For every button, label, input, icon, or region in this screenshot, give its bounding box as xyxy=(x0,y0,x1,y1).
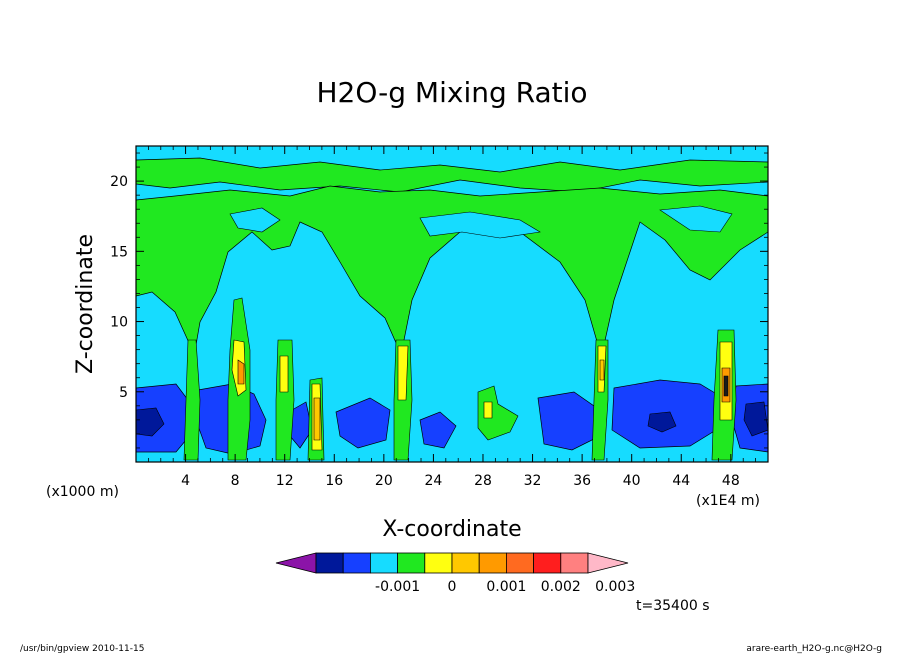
y-tick-label: 20 xyxy=(110,174,128,190)
lowlevel-dry-layer xyxy=(419,411,457,449)
colorbar-swatch xyxy=(369,552,398,574)
y-axis-label: Z-coordinate xyxy=(73,234,98,374)
plume-core xyxy=(279,355,289,393)
plume-core xyxy=(599,359,605,381)
colorbar-tick-label: 0.001 xyxy=(486,579,526,595)
colorbar-tick-label: 0.002 xyxy=(541,579,581,595)
very-dry-core xyxy=(136,407,165,437)
colorbar-swatch xyxy=(315,552,344,574)
y-tick-label: 5 xyxy=(119,385,128,401)
upper-moist-layer xyxy=(136,157,768,193)
x-axis-label: X-coordinate xyxy=(382,517,521,542)
cyan-pocket xyxy=(229,207,281,233)
x-tick-label: 20 xyxy=(375,473,393,489)
colorbar-swatch xyxy=(342,552,371,574)
y-tick-label: 10 xyxy=(110,315,128,331)
y-tick-label: 15 xyxy=(110,244,128,260)
colorbar-swatch xyxy=(478,552,507,574)
x-tick-label: 44 xyxy=(672,473,690,489)
footer-right: arare-earth_H2O-g.nc@H2O-g xyxy=(746,644,882,654)
x-tick-label: 16 xyxy=(325,473,343,489)
colorbar-swatch xyxy=(397,552,426,574)
plume-core xyxy=(483,401,493,419)
very-dry-core xyxy=(743,401,768,437)
colorbar-swatch xyxy=(560,552,589,574)
x-unit-left: (x1000 m) xyxy=(46,484,119,500)
moist-blob xyxy=(477,385,519,441)
colorbar-swatch xyxy=(533,552,562,574)
x-tick-label: 8 xyxy=(231,473,240,489)
colorbar-swatch xyxy=(451,552,480,574)
plot-frame xyxy=(135,145,769,463)
colorbar-extend-low xyxy=(275,552,317,574)
footer-left: /usr/bin/gpview 2010-11-15 xyxy=(20,644,144,654)
x-tick-label: 28 xyxy=(474,473,492,489)
x-tick-label: 32 xyxy=(524,473,542,489)
x-tick-label: 48 xyxy=(722,473,740,489)
plume-core xyxy=(237,359,245,385)
x-axis: 4 8 12 16 20 24 28 32 36 40 44 48 xyxy=(147,146,757,489)
plume-core xyxy=(397,345,409,401)
x-tick-label: 36 xyxy=(573,473,591,489)
colorbar-extend-high xyxy=(587,552,629,574)
plot-area xyxy=(136,146,768,462)
chart-title: H2O-g Mixing Ratio xyxy=(316,76,587,109)
colorbar-tick-label: -0.001 xyxy=(375,579,420,595)
x-tick-label: 12 xyxy=(276,473,294,489)
colorbar-tick-label: 0.003 xyxy=(595,579,635,595)
cyan-pocket xyxy=(659,205,733,233)
midlevel-moist-region xyxy=(136,185,768,346)
x-tick-label: 40 xyxy=(623,473,641,489)
x-tick-label: 4 xyxy=(181,473,190,489)
x-unit-right: (x1E4 m) xyxy=(696,493,760,509)
plume-core xyxy=(313,397,321,441)
lowlevel-dry-layer xyxy=(335,397,391,449)
x-tick-label: 24 xyxy=(424,473,442,489)
colorbar-tick-label: 0 xyxy=(448,579,457,595)
plume-core xyxy=(723,375,729,397)
moist-cores xyxy=(231,339,733,451)
y-axis: 5 10 15 20 xyxy=(110,152,768,449)
colorbar-swatch xyxy=(424,552,453,574)
colorbar-labels: -0.001 0 0.001 0.002 0.003 xyxy=(375,579,635,595)
colorbar xyxy=(275,552,629,574)
colorbar-swatch xyxy=(505,552,534,574)
cyan-pocket xyxy=(419,211,541,239)
very-dry-core xyxy=(647,411,677,433)
time-label: t=35400 s xyxy=(636,598,710,614)
